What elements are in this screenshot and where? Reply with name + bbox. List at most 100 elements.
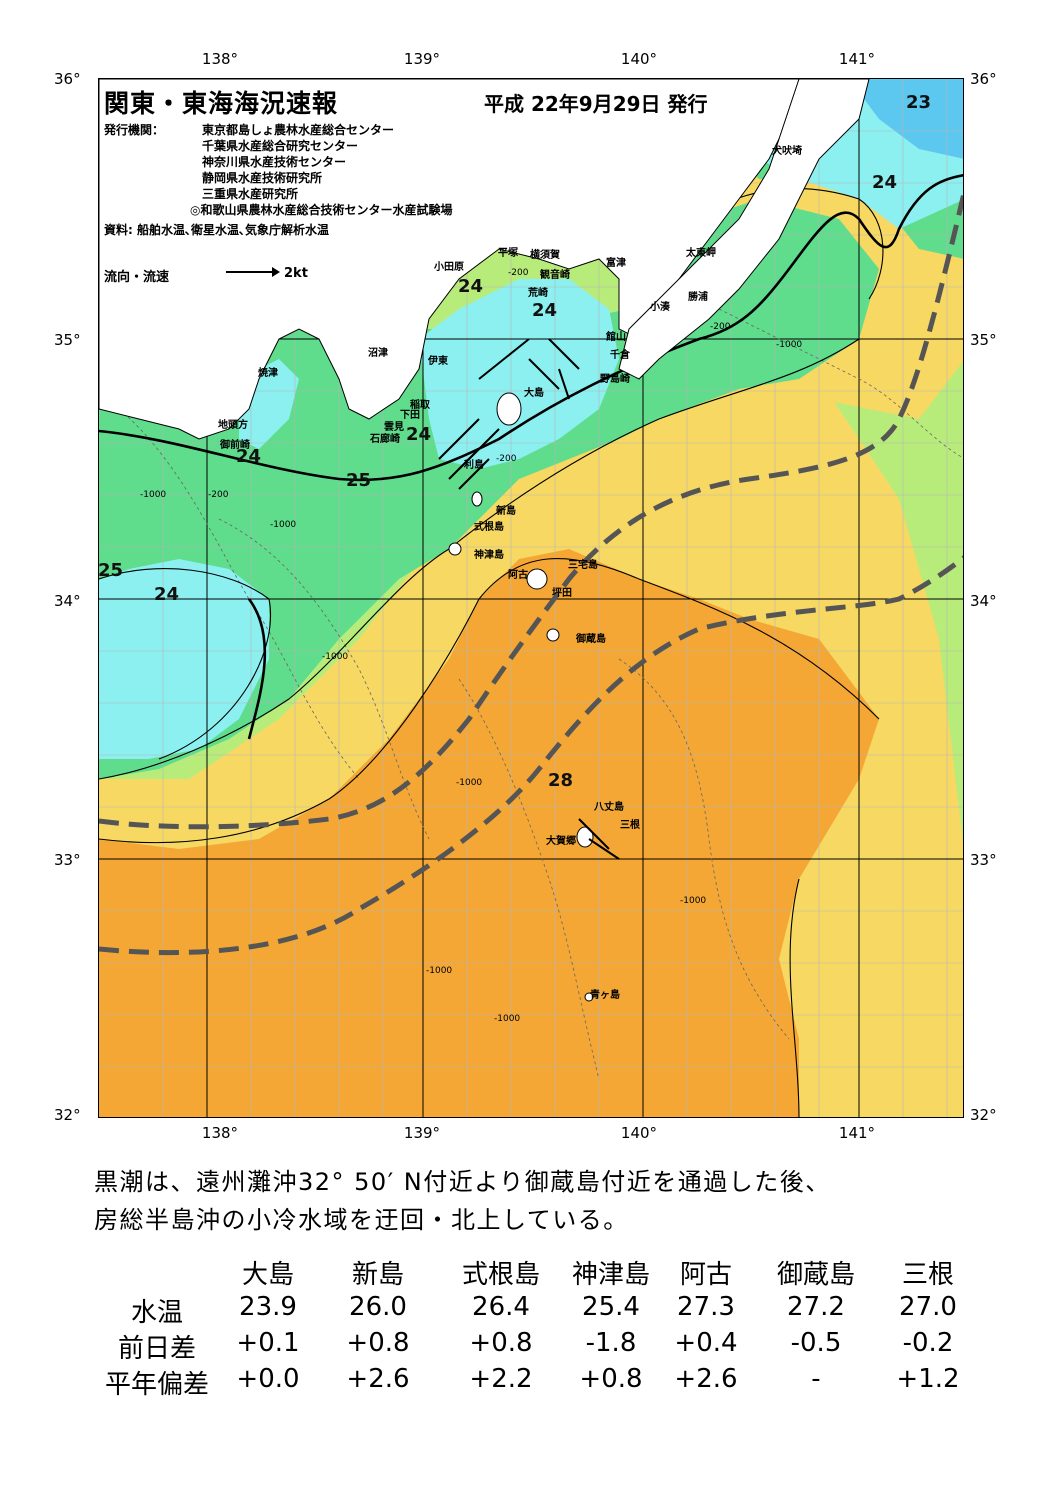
issuers-label: 発行機関： [104, 123, 165, 137]
col-header-oshima: 大島 [241, 1260, 294, 1290]
zone-24-sagami [419, 279, 619, 469]
col-header-ako: 阿古 [679, 1260, 732, 1290]
lon-label-139-bottom: 139° [403, 1124, 441, 1142]
table-cell: -0.5 [790, 1328, 842, 1358]
lon-label-141-bottom: 141° [838, 1124, 876, 1142]
issuer-6: ◎和歌山県農林水産総合技術センター水産試験場 [190, 203, 453, 217]
table-cell: +0.0 [236, 1364, 300, 1394]
island-miyakejima [526, 568, 548, 590]
table-cell: +0.8 [346, 1328, 410, 1358]
place-miyakejima: 三宅島 [568, 560, 598, 571]
lat-label-34-right: 34° [970, 592, 997, 610]
place-kumomi: 雲見 [384, 422, 404, 433]
table-cell: +1.2 [896, 1364, 960, 1394]
table-cell: - [811, 1364, 821, 1394]
lat-label-34: 34° [54, 592, 81, 610]
issuer-5: 三重県水産研究所 [202, 187, 299, 201]
depth-label: -1000 [494, 1014, 521, 1024]
place-oshima: 大島 [524, 388, 544, 399]
depth-label: -1000 [680, 896, 707, 906]
issuer-4: 静岡県水産技術研究所 [202, 171, 323, 185]
data-source: 資料: 船舶水温､衛星水温､気象庁解析水温 [104, 223, 329, 237]
isotherm-label-24-omaezaki: 24 [236, 446, 262, 467]
legend-label: 流向・流速 [104, 270, 170, 285]
lat-label-36-right: 36° [970, 70, 997, 88]
isotherm-label-24-odawara: 24 [458, 276, 484, 297]
island-hachijojima [576, 826, 594, 848]
table-cell: -1.8 [585, 1328, 637, 1358]
place-numazu: 沼津 [368, 348, 388, 359]
island-aogashima [584, 992, 594, 1002]
place-ako: 阿古 [508, 570, 528, 581]
place-kannonzaki: 観音崎 [540, 270, 570, 281]
landmass [99, 79, 870, 440]
table-cell: +2.6 [346, 1364, 410, 1394]
boso-peninsula [618, 79, 870, 380]
lon-label-140: 140° [620, 50, 658, 68]
place-yaizu: 焼津 [258, 368, 278, 379]
place-omaezaki: 御前崎 [220, 440, 250, 451]
legend-arrow-icon [226, 267, 280, 277]
table-cell: 26.4 [472, 1292, 530, 1322]
lon-label-139: 139° [403, 50, 441, 68]
issuer-1: 東京都島しょ農林水産総合センター [202, 123, 395, 137]
col-header-mikurajima: 御蔵島 [776, 1260, 855, 1290]
honshu-coast [99, 79, 800, 440]
place-yokosuka: 横須賀 [530, 250, 560, 261]
depth-label: -1000 [322, 652, 349, 662]
issue-date: 平成 22年9月29日 発行 [484, 92, 708, 116]
table-cell: 26.0 [349, 1292, 407, 1322]
table-cell: +2.6 [674, 1364, 738, 1394]
depth-label: -200 [496, 454, 517, 464]
kuroshio-axis [99, 188, 963, 956]
lat-label-36: 36° [54, 70, 81, 88]
summary-line-2: 房総半島沖の小冷水域を迂回・北上している。 [94, 1206, 629, 1234]
place-kozushima: 神津島 [474, 550, 504, 561]
place-hiratsuka: 平塚 [498, 248, 518, 259]
depth-label: -200 [208, 490, 229, 500]
row-label-normal-diff: 平年偏差 [104, 1370, 209, 1400]
table-cell: +0.8 [469, 1328, 533, 1358]
place-jitokata: 地頭方 [218, 420, 248, 431]
lon-label-138-bottom: 138° [201, 1124, 239, 1142]
zone-28 [99, 549, 879, 1117]
zone-24-west [99, 559, 269, 759]
isotherm-label-24-west: 24 [154, 584, 180, 605]
col-header-kozushima: 神津島 [571, 1260, 650, 1290]
col-header-shikinejima: 式根島 [461, 1260, 540, 1290]
zone-23 [849, 79, 963, 159]
table-cell: 27.0 [899, 1292, 957, 1322]
place-ito: 伊東 [428, 356, 448, 367]
isotherm-label-24-arasaki: 24 [532, 300, 558, 321]
table-cell: +2.2 [469, 1364, 533, 1394]
place-tsubota: 坪田 [552, 588, 572, 599]
row-label-temp: 水温 [130, 1298, 183, 1328]
current-arrows [438, 338, 620, 860]
report-title: 関東・東海海況速報 [104, 89, 339, 118]
lon-label-138: 138° [201, 50, 239, 68]
place-mikurajima: 御蔵島 [576, 634, 606, 645]
island-mikurajima [546, 628, 560, 642]
sea-temperature-map [98, 78, 964, 1118]
lat-label-33: 33° [54, 851, 81, 869]
place-okago: 大賀郷 [546, 836, 576, 847]
row-label-daily-diff: 前日差 [117, 1334, 196, 1364]
table-cell: +0.1 [236, 1328, 300, 1358]
depth-label: -200 [710, 322, 731, 332]
lat-label-35-right: 35° [970, 331, 997, 349]
depth-label: -1000 [140, 490, 167, 500]
island-niijima [471, 491, 483, 507]
island-oshima [496, 392, 522, 426]
main-isotherms [99, 174, 963, 740]
lon-label-141: 141° [838, 50, 876, 68]
depth-label: -1000 [776, 340, 803, 350]
table-cell: +0.8 [579, 1364, 643, 1394]
table-cell: 25.4 [582, 1292, 640, 1322]
place-chikura: 千倉 [610, 350, 630, 361]
issuer-3: 神奈川県水産技術センター [202, 155, 347, 169]
isotherm-label-24-irozaki: 24 [406, 424, 432, 445]
lat-label-32: 32° [54, 1106, 81, 1124]
col-header-niijima: 新島 [351, 1260, 404, 1290]
isotherm-label-25: 25 [346, 470, 372, 491]
isotherm-label-23: 23 [906, 92, 932, 113]
